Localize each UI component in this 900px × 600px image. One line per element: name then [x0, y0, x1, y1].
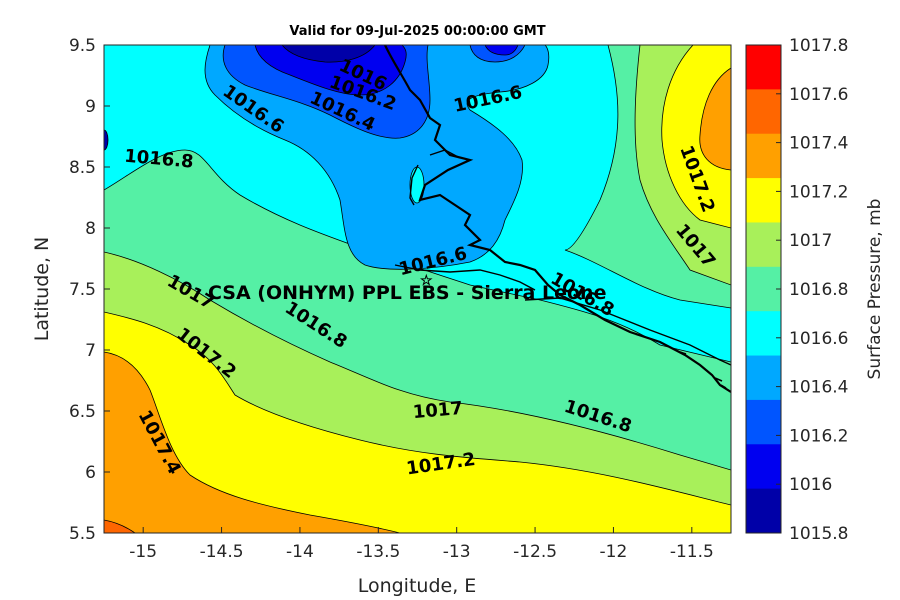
y-axis-label: Latitude, N: [31, 237, 53, 342]
colorbar-tick-label: 1017.8: [789, 36, 848, 56]
band-1017-4-west: [104, 351, 401, 533]
colorbar-tick-label: 1016.4: [789, 378, 848, 398]
colorbar-segment: [746, 311, 781, 357]
colorbar-tick-label: 1016.8: [789, 280, 848, 300]
coastline-estuary: [394, 149, 731, 366]
colorbar-label: Surface Pressure, mb: [865, 199, 885, 380]
y-tick-label: 9.5: [69, 36, 96, 56]
band-1017-4-east: [699, 67, 731, 171]
x-tick-label: -12: [600, 542, 628, 562]
colorbar-segment: [746, 355, 781, 401]
colorbar-tick-label: 1017.4: [789, 134, 848, 154]
x-tick-label: -13: [443, 542, 471, 562]
x-tick-label: -11.5: [670, 542, 714, 562]
y-tick-label: 5.5: [69, 524, 96, 544]
x-tick-label: -13.5: [356, 542, 400, 562]
colorbar-segment: [746, 45, 781, 90]
x-tick-label: -14.5: [200, 542, 244, 562]
colorbar-tick-label: 1017.2: [789, 182, 848, 202]
x-tick-label: -12.5: [513, 542, 557, 562]
y-tick-label: 8: [85, 219, 96, 239]
band-1017-6-corner: [104, 519, 136, 533]
colorbar-segment: [746, 178, 781, 223]
band-1017-2-west: [104, 311, 731, 533]
colorbar-tick-label: 1017.6: [789, 85, 848, 105]
overlay-label: CSA (ONHYM) PPL EBS - Sierra Leone: [208, 282, 606, 304]
y-tick-label: 6: [85, 463, 96, 483]
y-tick-label: 8.5: [69, 158, 96, 178]
plot-title: Valid for 09-Jul-2025 00:00:00 GMT: [289, 24, 546, 39]
colorbar-tick-label: 1015.8: [789, 524, 848, 544]
coastline: [384, 45, 731, 393]
axis-ticks: -15 -14.5 -14 -13.5 -13 -12.5 -12 -11.5 9.5 9 8.5 8…: [69, 36, 714, 562]
colorbar-segment: [746, 444, 781, 490]
colorbar-segment: [746, 399, 781, 445]
band-1016-core: [254, 45, 407, 96]
location-star-icon: ☆: [420, 273, 433, 289]
x-axis-label: Longitude, E: [358, 575, 477, 597]
colorbar-segment: [746, 89, 781, 135]
y-tick-label: 7: [85, 341, 96, 361]
band-1016-4-north: [204, 45, 550, 270]
colorbar-tick-label: 1016.6: [789, 329, 848, 349]
colorbar-tick-label: 1017: [789, 231, 832, 251]
colorbar-segment: [746, 222, 781, 268]
colorbar-segment: [746, 133, 781, 179]
colorbar-segment: [746, 488, 781, 534]
band-left-edge-islet: [104, 129, 109, 151]
band-1016-right: [484, 45, 519, 56]
x-tick-label: -15: [129, 542, 157, 562]
colorbar-tick-label: 1016: [789, 475, 832, 495]
y-tick-label: 7.5: [69, 280, 96, 300]
colorbar: [746, 45, 781, 534]
colorbar-ticks: 1017.8 1017.6 1017.4 1017.2 1017 1016.8 1016.6…: [776, 36, 848, 544]
x-tick-label: -14: [286, 542, 314, 562]
colorbar-tick-label: 1016.2: [789, 426, 848, 446]
y-tick-label: 6.5: [69, 402, 96, 422]
contour-label: 1017: [412, 398, 464, 423]
contour-fill-layer: ☆: [104, 45, 731, 533]
colorbar-segment: [746, 266, 781, 312]
band-1015-8-core: [281, 45, 376, 63]
y-tick-label: 9: [85, 97, 96, 117]
coastline-islands: [679, 351, 727, 389]
